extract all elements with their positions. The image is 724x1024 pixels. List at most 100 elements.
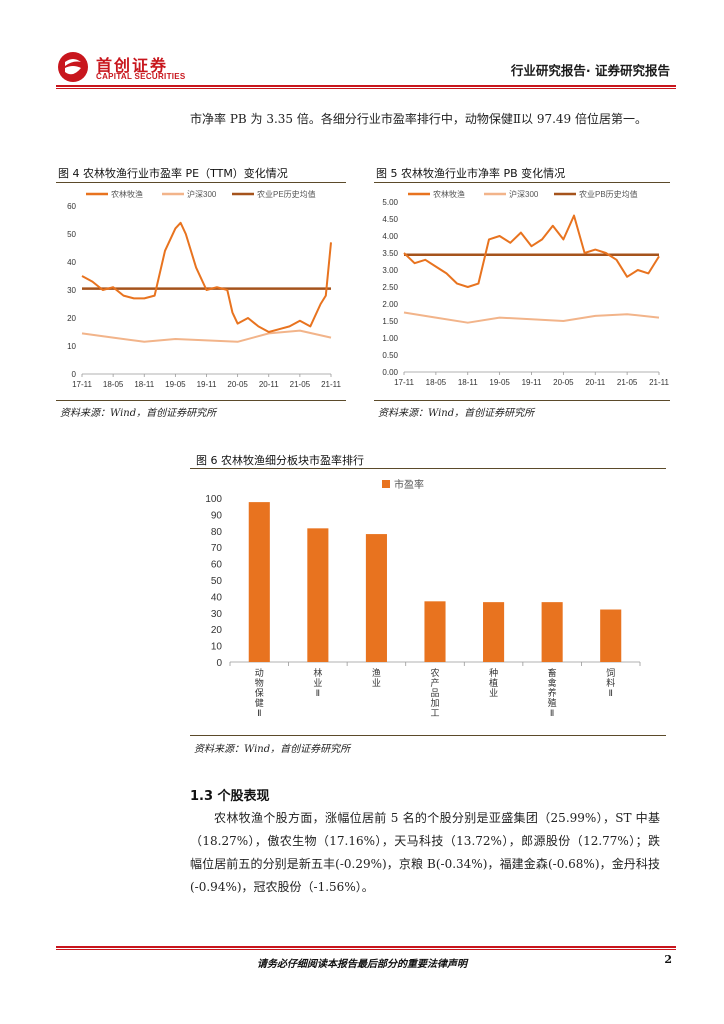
figure-4-source: 资料来源：Wind，首创证券研究所 <box>60 408 217 419</box>
figure-4-top-rule <box>56 182 346 183</box>
y-tick-label: 50 <box>211 576 223 587</box>
bar <box>483 602 505 662</box>
x-tick-label: 20-11 <box>585 378 605 387</box>
logo-text-cn: 首创证券 <box>96 56 169 75</box>
y-tick-label: 20 <box>67 314 76 323</box>
page-header: 首创证券 CAPITAL SECURITIES 行业研究报告· 证券研究报告 <box>56 48 676 89</box>
y-tick-label: 60 <box>67 202 76 211</box>
y-tick-label: 30 <box>67 286 76 295</box>
footer-divider <box>56 946 676 948</box>
category-label: 饲料 Ⅱ <box>606 667 615 698</box>
series-line-2 <box>403 311 660 324</box>
y-tick-label: 3.50 <box>382 249 398 258</box>
x-tick-label: 21-05 <box>617 378 638 387</box>
page-number: 2 <box>664 953 672 966</box>
x-tick-label: 19-11 <box>197 380 217 389</box>
y-tick-label: 0.00 <box>382 368 398 377</box>
x-tick-label: 18-05 <box>426 378 447 387</box>
y-tick-label: 40 <box>211 592 223 603</box>
x-tick-label: 18-11 <box>134 380 154 389</box>
section-paragraph: 农林牧渔个股方面，涨幅位居前 5 名的个股分别是亚盛集团（25.99%），ST … <box>190 811 660 894</box>
x-tick-label: 21-05 <box>290 380 311 389</box>
figure-5-title: 图 5 农林牧渔行业市净率 PB 变化情况 <box>376 167 566 180</box>
x-tick-label: 20-11 <box>259 380 279 389</box>
logo-mark-icon <box>58 52 88 82</box>
x-tick-label: 17-11 <box>394 378 414 387</box>
y-tick-label: 60 <box>211 560 223 571</box>
series-line-1 <box>81 221 332 333</box>
y-tick-label: 0 <box>72 370 77 379</box>
section-heading: 1.3 个股表现 <box>190 789 270 804</box>
figure-5-source: 资料来源：Wind，首创证券研究所 <box>378 408 535 419</box>
y-tick-label: 40 <box>67 258 76 267</box>
report-type-title: 行业研究报告· 证券研究报告 <box>510 63 670 78</box>
category-label: 农产品加工 <box>430 667 439 718</box>
figure-6-source: 资料来源：Wind，首创证券研究所 <box>194 744 351 755</box>
category-label: 种植业 <box>489 667 498 698</box>
x-tick-label: 19-11 <box>522 378 542 387</box>
bar <box>600 609 622 662</box>
legend-swatch <box>382 480 390 488</box>
logo-text-en: CAPITAL SECURITIES <box>96 72 186 81</box>
y-tick-label: 0 <box>216 658 222 669</box>
y-tick-label: 70 <box>211 543 223 554</box>
y-tick-label: 100 <box>205 494 222 505</box>
x-tick-label: 20-05 <box>553 378 574 387</box>
y-tick-label: 1.00 <box>382 334 398 343</box>
y-tick-label: 2.50 <box>382 283 398 292</box>
x-tick-label: 18-05 <box>103 380 124 389</box>
x-tick-label: 21-11 <box>649 378 669 387</box>
header-divider-thin <box>56 88 676 89</box>
figure-5-top-rule <box>374 182 670 183</box>
series-line-2 <box>81 329 332 343</box>
header-divider <box>56 85 676 87</box>
category-label: 畜禽养殖 Ⅱ <box>548 667 557 718</box>
y-tick-label: 10 <box>67 342 76 351</box>
y-tick-label: 4.00 <box>382 232 398 241</box>
bar <box>424 601 446 662</box>
y-tick-label: 10 <box>211 642 223 653</box>
figure-6-bottom-rule <box>190 735 666 736</box>
y-tick-label: 30 <box>211 609 223 620</box>
company-logo: 首创证券 CAPITAL SECURITIES <box>56 48 196 86</box>
y-tick-label: 0.50 <box>382 351 398 360</box>
legal-disclaimer: 请务必仔细阅读本报告最后部分的重要法律声明 <box>257 959 467 970</box>
y-tick-label: 80 <box>211 527 223 538</box>
intro-paragraph: 市净率 PB 为 3.35 倍。各细分行业市盈率排行中，动物保健Ⅱ以 97.49… <box>190 112 648 126</box>
bar <box>248 502 270 662</box>
x-tick-label: 21-11 <box>321 380 341 389</box>
y-tick-label: 20 <box>211 625 223 636</box>
y-tick-label: 90 <box>211 510 223 521</box>
x-tick-label: 19-05 <box>165 380 186 389</box>
x-tick-label: 18-11 <box>458 378 478 387</box>
figure-4-bottom-rule <box>56 400 346 401</box>
legend-label: 农林牧渔 <box>111 189 143 199</box>
x-tick-label: 19-05 <box>489 378 510 387</box>
x-tick-label: 17-11 <box>72 380 92 389</box>
y-tick-label: 5.00 <box>382 198 398 207</box>
legend-label: 农林牧渔 <box>433 189 465 199</box>
footer-divider-thin <box>56 949 676 950</box>
legend-label: 农业PB历史均值 <box>579 189 638 199</box>
bar <box>307 528 329 662</box>
legend-label: 农业PE历史均值 <box>257 189 316 199</box>
legend-label: 市盈率 <box>394 478 424 491</box>
y-tick-label: 2.00 <box>382 300 398 309</box>
pb-line-chart: 0.00 0.50 1.00 1.50 2.00 2.50 3.00 3.50 4.00 4.50… <box>382 189 669 387</box>
y-tick-label: 3.00 <box>382 266 398 275</box>
legend-label: 沪深300 <box>187 189 217 199</box>
legend-label: 沪深300 <box>509 189 539 199</box>
pe-ranking-bar-chart: 0 10 20 30 40 50 60 70 80 90 100 动物保健 Ⅱ 林业 Ⅱ 渔业 农产品加工 种植业… <box>205 478 641 718</box>
y-tick-label: 50 <box>67 230 76 239</box>
y-tick-label: 1.50 <box>382 317 398 326</box>
bar <box>365 534 387 662</box>
figure-4-title: 图 4 农林牧渔行业市盈率 PE（TTM）变化情况 <box>58 167 288 180</box>
figure-6-title: 图 6 农林牧渔细分板块市盈率排行 <box>196 454 364 467</box>
category-label: 渔业 <box>372 668 381 688</box>
pe-line-chart: 0 10 20 30 40 50 60 17-11 18-05 18-11 19-05 19-11 20… <box>67 189 341 389</box>
y-tick-label: 4.50 <box>382 215 398 224</box>
category-label: 林业 Ⅱ <box>313 667 322 698</box>
series-line-1 <box>403 214 660 288</box>
figure-5-bottom-rule <box>374 400 670 401</box>
bar <box>541 602 563 662</box>
